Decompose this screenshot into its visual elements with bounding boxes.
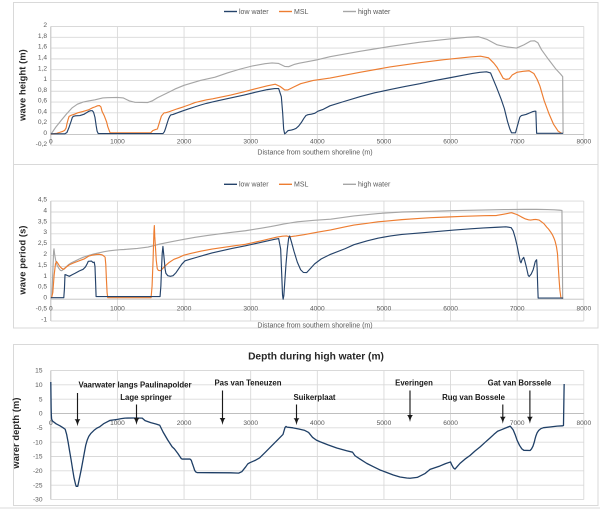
svg-text:3000: 3000 — [243, 420, 258, 427]
svg-text:0,4: 0,4 — [38, 108, 47, 115]
svg-text:-15: -15 — [33, 454, 43, 461]
svg-text:2000: 2000 — [177, 305, 192, 312]
svg-text:Depth during high water (m): Depth during high water (m) — [248, 352, 384, 363]
svg-text:4000: 4000 — [310, 139, 325, 146]
svg-text:wave height (m): wave height (m) — [18, 49, 28, 122]
svg-text:Vaarwater langs Paulinapolder: Vaarwater langs Paulinapolder — [78, 381, 191, 390]
svg-text:Everingen: Everingen — [395, 379, 433, 388]
svg-text:2000: 2000 — [177, 139, 192, 146]
svg-text:low water: low water — [239, 9, 269, 16]
svg-text:-10: -10 — [33, 439, 43, 446]
svg-text:Suikerplaat: Suikerplaat — [293, 393, 335, 402]
svg-text:8000: 8000 — [576, 420, 591, 427]
svg-text:10: 10 — [35, 382, 43, 389]
svg-text:5000: 5000 — [377, 139, 392, 146]
svg-text:-0,2: -0,2 — [36, 141, 48, 148]
svg-text:0: 0 — [39, 411, 43, 418]
svg-text:2: 2 — [43, 22, 47, 29]
svg-text:1000: 1000 — [110, 139, 125, 146]
svg-text:7000: 7000 — [510, 139, 525, 146]
svg-text:4: 4 — [43, 207, 47, 214]
svg-text:6000: 6000 — [443, 305, 458, 312]
svg-text:15: 15 — [35, 368, 43, 375]
svg-text:6000: 6000 — [443, 420, 458, 427]
svg-text:Pas van Teneuzen: Pas van Teneuzen — [214, 379, 281, 388]
svg-text:high water: high water — [358, 182, 391, 189]
svg-text:MSL: MSL — [294, 182, 309, 189]
svg-text:0: 0 — [43, 295, 47, 302]
svg-text:7000: 7000 — [510, 305, 525, 312]
svg-text:5: 5 — [39, 396, 43, 403]
svg-text:Distance from southern shoreli: Distance from southern shoreline (m) — [257, 323, 372, 330]
svg-text:MSL: MSL — [294, 9, 309, 16]
svg-text:-20: -20 — [33, 468, 43, 475]
svg-text:Gat van Borssele: Gat van Borssele — [488, 379, 552, 388]
svg-text:-5: -5 — [37, 425, 43, 432]
svg-text:low water: low water — [239, 182, 269, 189]
svg-text:-0,5: -0,5 — [36, 306, 48, 313]
svg-text:3000: 3000 — [243, 139, 258, 146]
svg-text:5000: 5000 — [377, 305, 392, 312]
svg-text:wave period (s): wave period (s) — [18, 225, 28, 295]
svg-text:1,5: 1,5 — [38, 262, 47, 269]
svg-text:-25: -25 — [33, 482, 43, 489]
svg-text:0,5: 0,5 — [38, 284, 47, 291]
svg-text:4,5: 4,5 — [38, 197, 47, 204]
svg-text:-1: -1 — [41, 316, 47, 323]
svg-text:Lage springer: Lage springer — [120, 393, 172, 402]
svg-text:warer depth (m): warer depth (m) — [11, 397, 21, 469]
svg-text:8000: 8000 — [576, 139, 591, 146]
svg-text:3000: 3000 — [243, 305, 258, 312]
svg-text:4000: 4000 — [310, 420, 325, 427]
svg-text:1: 1 — [43, 76, 47, 83]
svg-text:3: 3 — [43, 229, 47, 236]
svg-text:0: 0 — [49, 420, 53, 427]
svg-text:5000: 5000 — [377, 420, 392, 427]
svg-text:0: 0 — [49, 139, 53, 146]
svg-text:-30: -30 — [33, 497, 43, 504]
svg-text:7000: 7000 — [510, 420, 525, 427]
svg-text:2: 2 — [43, 251, 47, 258]
svg-text:8000: 8000 — [576, 305, 591, 312]
svg-text:1000: 1000 — [110, 305, 125, 312]
svg-text:high water: high water — [358, 9, 391, 16]
svg-text:4000: 4000 — [310, 305, 325, 312]
svg-text:Distance from southern shorel: Distance from southern shoreline (m) — [257, 150, 372, 157]
svg-text:0,2: 0,2 — [38, 119, 47, 126]
svg-text:1: 1 — [43, 273, 47, 280]
svg-text:0,6: 0,6 — [38, 98, 47, 105]
svg-text:0,8: 0,8 — [38, 87, 47, 94]
svg-text:3,5: 3,5 — [38, 218, 47, 225]
svg-text:Rug van Bossele: Rug van Bossele — [442, 393, 505, 402]
svg-text:1,2: 1,2 — [38, 65, 47, 72]
svg-text:1000: 1000 — [110, 420, 125, 427]
svg-text:1,6: 1,6 — [38, 44, 47, 51]
svg-text:0: 0 — [43, 130, 47, 137]
svg-text:6000: 6000 — [443, 139, 458, 146]
svg-text:2,5: 2,5 — [38, 240, 47, 247]
svg-text:0: 0 — [49, 305, 53, 312]
svg-text:2000: 2000 — [177, 420, 192, 427]
svg-text:1,8: 1,8 — [38, 33, 47, 40]
svg-text:1,4: 1,4 — [38, 54, 47, 61]
